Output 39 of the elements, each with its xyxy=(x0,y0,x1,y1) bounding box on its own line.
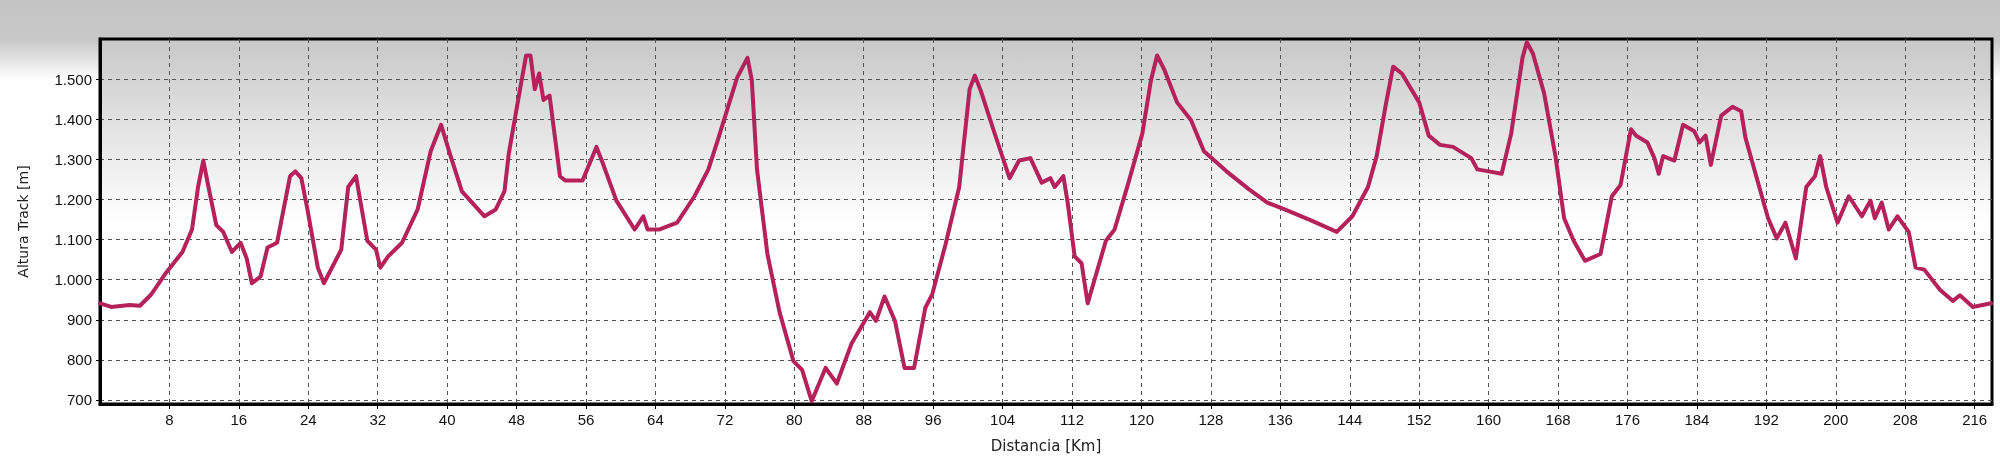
x-tick-label: 128 xyxy=(1198,411,1224,428)
x-tick-label: 120 xyxy=(1128,411,1154,428)
y-tick-label: 1.200 xyxy=(54,190,92,208)
y-tick-label: 1.100 xyxy=(54,231,92,249)
x-tick-label: 64 xyxy=(647,411,664,428)
x-tick-label: 136 xyxy=(1267,411,1293,428)
x-tick-label: 56 xyxy=(577,411,595,428)
y-tick-label: 1.300 xyxy=(54,150,92,168)
y-tick-label: 1.500 xyxy=(54,70,92,88)
x-tick-label: 16 xyxy=(230,411,248,428)
x-tick-label: 160 xyxy=(1476,411,1502,428)
x-axis-title: Distancia [Km] xyxy=(990,436,1102,455)
x-tick-label: 104 xyxy=(990,411,1016,428)
x-tick-label: 72 xyxy=(716,411,734,428)
x-tick-label: 32 xyxy=(369,411,387,428)
y-tick-label: 900 xyxy=(66,311,92,329)
y-tick-label: 700 xyxy=(66,391,92,409)
y-tick-label: 800 xyxy=(66,351,92,369)
x-tick-label: 208 xyxy=(1892,411,1918,428)
x-tick-label: 152 xyxy=(1406,411,1432,428)
x-tick-label: 40 xyxy=(438,411,456,428)
x-tick-label: 176 xyxy=(1614,411,1640,428)
x-tick-label: 168 xyxy=(1545,411,1571,428)
x-tick-label: 112 xyxy=(1060,411,1084,428)
x-tick-label: 88 xyxy=(855,411,873,428)
y-tick-label: 1.000 xyxy=(54,271,92,289)
x-tick-label: 24 xyxy=(299,411,317,428)
x-tick-label: 200 xyxy=(1823,411,1849,428)
x-tick-label: 48 xyxy=(508,411,525,428)
y-tick-label: 1.400 xyxy=(54,110,92,128)
y-axis-title: Altura Track [m] xyxy=(15,165,31,278)
x-tick-label: 96 xyxy=(924,411,942,428)
x-tick-label: 8 xyxy=(165,411,174,428)
x-tick-label: 80 xyxy=(785,411,803,428)
line-series xyxy=(98,40,1994,404)
x-tick-label: 216 xyxy=(1962,411,1988,428)
x-tick-label: 144 xyxy=(1337,411,1363,428)
x-tick-label: 184 xyxy=(1684,411,1710,428)
x-tick-label: 192 xyxy=(1753,411,1779,428)
